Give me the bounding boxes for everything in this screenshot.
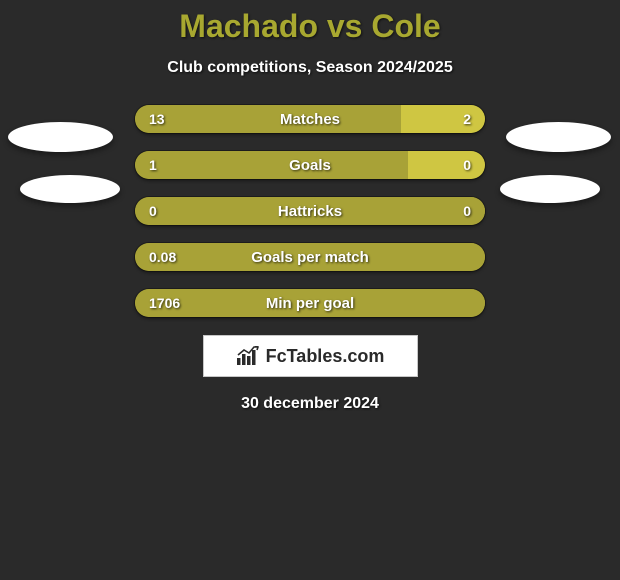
stat-label: Min per goal: [135, 289, 485, 317]
stat-bar: 132Matches: [135, 105, 485, 133]
brand-label: FcTables.com: [266, 346, 385, 367]
player-marker-ellipse: [8, 122, 113, 152]
player-marker-ellipse: [20, 175, 120, 203]
stat-bar: 0.08Goals per match: [135, 243, 485, 271]
stat-label: Hattricks: [135, 197, 485, 225]
stat-bar: 1706Min per goal: [135, 289, 485, 317]
stat-bar: 10Goals: [135, 151, 485, 179]
stat-label: Goals per match: [135, 243, 485, 271]
player-marker-ellipse: [500, 175, 600, 203]
stat-label: Goals: [135, 151, 485, 179]
subtitle: Club competitions, Season 2024/2025: [0, 59, 620, 77]
player-marker-ellipse: [506, 122, 611, 152]
page-title: Machado vs Cole: [0, 0, 620, 45]
chart-icon: [236, 346, 260, 366]
stat-label: Matches: [135, 105, 485, 133]
brand-box[interactable]: FcTables.com: [203, 335, 418, 377]
date-label: 30 december 2024: [0, 395, 620, 413]
stat-bar: 00Hattricks: [135, 197, 485, 225]
